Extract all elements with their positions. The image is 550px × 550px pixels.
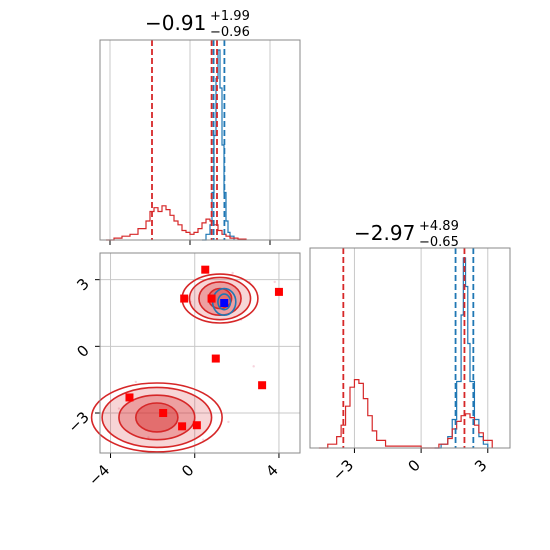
joint-y-tick-label: 0 (73, 341, 92, 360)
joint-marker-point (192, 421, 201, 430)
marginal-param2-x-tick-label: 0 (404, 456, 423, 475)
marginal-param1-hist-series-1 (106, 205, 247, 241)
marginal-param1-panel (99, 39, 301, 245)
title-param1-sub: −0.96 (210, 25, 250, 40)
marginal-param1-frame (99, 39, 301, 241)
joint-background-sample (252, 365, 255, 368)
joint-background-sample (227, 420, 230, 424)
marginal-param2-frame (309, 247, 511, 449)
joint-marker-point (180, 294, 189, 303)
joint-y-tick-label: −3 (64, 408, 92, 436)
joint-marker-point (201, 265, 210, 274)
joint-contour-2-level-0 (217, 293, 232, 311)
title-param2-sup: +4.89 (419, 219, 459, 234)
joint-param1-param2-panel: −4 0 4 −3 0 3 (64, 252, 301, 489)
joint-marker-point (178, 422, 187, 431)
title-param2: −2.97 +4.89 −0.65 (354, 219, 459, 250)
marginal-param1-hist-series-0 (202, 49, 235, 241)
marginal-param2-x-tick-label: 3 (471, 456, 490, 475)
joint-marker-point (274, 287, 283, 296)
joint-marker-point (207, 294, 216, 303)
joint-marker-point (220, 299, 229, 307)
joint-marker-point (125, 393, 134, 402)
marginal-param2-x-tick-label: −3 (329, 456, 357, 484)
joint-background-sample (231, 271, 234, 275)
title-param1-main: −0.91 (145, 11, 206, 35)
title-param1-sup: +1.99 (210, 9, 250, 24)
marginal-param2-hist-series-1 (318, 379, 493, 449)
joint-frame (99, 252, 301, 454)
joint-x-tick-label: 0 (178, 461, 197, 480)
joint-background-sample (117, 407, 121, 410)
joint-background-sample (147, 436, 150, 439)
joint-background-sample (273, 280, 276, 284)
joint-contour-1-level-0 (134, 402, 179, 433)
joint-background-sample (201, 438, 205, 441)
joint-marker-point (159, 409, 168, 417)
joint-x-tick-label: 4 (262, 461, 281, 480)
joint-background-sample (134, 380, 137, 384)
joint-marker-point (211, 354, 220, 363)
title-param2-main: −2.97 (354, 221, 415, 245)
marginal-param2-panel: −3 0 3 (309, 247, 511, 484)
joint-contour-1-level-3 (90, 382, 223, 453)
title-param2-sub: −0.65 (419, 235, 459, 250)
joint-y-tick-label: 3 (73, 275, 92, 294)
joint-contour-1-level-1 (118, 394, 196, 441)
joint-x-tick-label: −4 (85, 461, 113, 489)
joint-marker-point (258, 381, 267, 390)
title-param1: −0.91 +1.99 −0.96 (145, 9, 250, 40)
